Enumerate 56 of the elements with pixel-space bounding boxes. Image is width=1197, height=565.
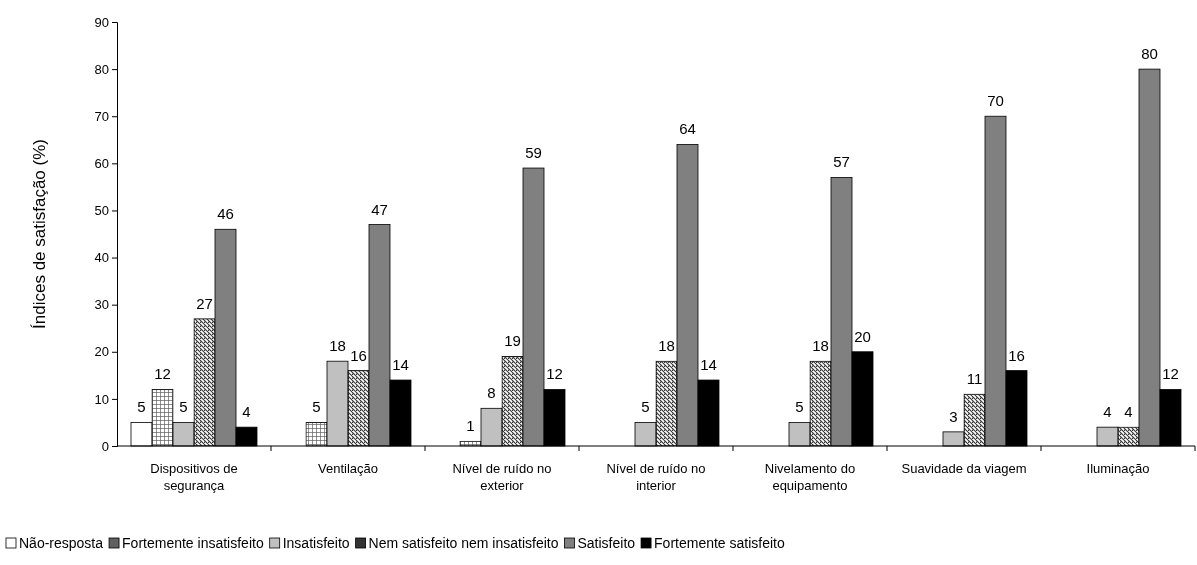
- data-label: 3: [949, 407, 958, 425]
- x-tick-label: Dispositivos de segurança: [150, 461, 238, 493]
- data-label: 16: [1008, 346, 1025, 364]
- data-label: 4: [242, 403, 251, 421]
- legend-label: Nem satisfeito nem insatisfeito: [368, 535, 559, 551]
- data-label: 80: [1141, 45, 1158, 63]
- y-tick-label: 70: [94, 108, 109, 124]
- data-label: 59: [525, 144, 542, 162]
- data-label: 16: [350, 346, 367, 364]
- y-tick-label: 0: [101, 438, 109, 454]
- x-tick-label: Nível de ruído no interior: [606, 461, 706, 493]
- data-label: 47: [371, 200, 388, 218]
- data-label: 18: [329, 337, 346, 355]
- data-label: 18: [812, 337, 829, 355]
- data-label: 12: [154, 365, 171, 383]
- data-label: 5: [137, 398, 146, 416]
- data-label: 4: [1124, 403, 1133, 421]
- x-tick-label: Suavidade da viagem: [901, 461, 1027, 476]
- y-tick-label: 60: [94, 155, 109, 171]
- data-label: 70: [987, 92, 1004, 110]
- data-label: 5: [795, 398, 804, 416]
- data-label: 20: [854, 327, 871, 345]
- data-label: 4: [1103, 403, 1112, 421]
- legend-label: Fortemente satisfeito: [654, 535, 785, 551]
- y-tick-label: 40: [94, 250, 109, 266]
- data-label: 12: [546, 365, 563, 383]
- data-label: 5: [312, 398, 321, 416]
- data-label: 14: [392, 356, 409, 374]
- data-label: 57: [833, 153, 850, 171]
- y-tick-label: 30: [94, 297, 109, 313]
- data-label: 8: [487, 384, 496, 402]
- legend-label: Fortemente insatisfeito: [122, 535, 264, 551]
- y-tick-label: 80: [94, 61, 109, 77]
- data-label: 11: [966, 370, 983, 388]
- data-label: 5: [179, 398, 188, 416]
- data-label: 1: [466, 417, 475, 435]
- data-label: 19: [504, 332, 521, 350]
- y-axis-title: Índices de satisfação (%): [30, 139, 49, 329]
- data-label: 64: [679, 120, 696, 138]
- x-tick-label: Ventilação: [318, 461, 378, 476]
- y-tick-label: 10: [94, 391, 109, 407]
- data-label: 46: [217, 205, 234, 223]
- legend-label: Satisfeito: [577, 535, 636, 551]
- legend-label: Não-resposta: [19, 535, 104, 551]
- data-label: 27: [196, 294, 213, 312]
- legend-label: Insatisfeito: [282, 535, 350, 551]
- data-label: 14: [700, 356, 717, 374]
- data-label: 5: [641, 398, 650, 416]
- y-tick-label: 50: [94, 203, 109, 219]
- x-tick-label: Iluminação: [1086, 461, 1150, 476]
- y-tick-label: 90: [94, 14, 109, 30]
- x-tick-label: Nível de ruído no exterior: [452, 461, 552, 493]
- data-label: 12: [1162, 365, 1179, 383]
- data-label: 18: [658, 337, 675, 355]
- x-tick-label: Nivelamento do equipamento: [764, 461, 856, 493]
- y-tick-label: 20: [94, 344, 109, 360]
